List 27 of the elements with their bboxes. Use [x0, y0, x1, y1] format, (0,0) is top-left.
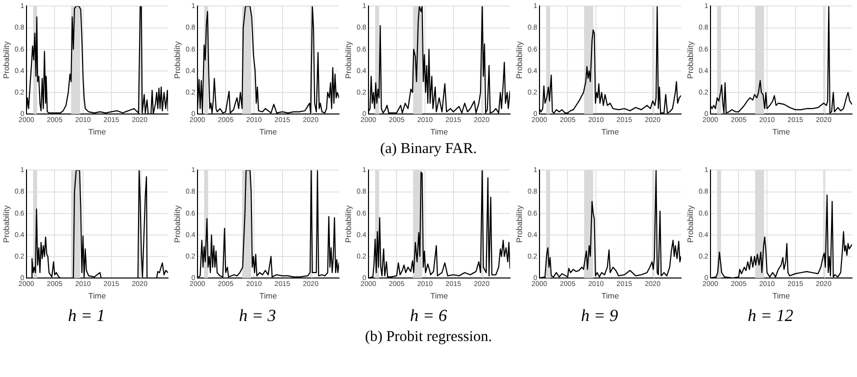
- x-axis-title: Time: [430, 127, 448, 136]
- text: h = 6: [410, 306, 447, 326]
- y-axis-title: Probability: [344, 205, 354, 243]
- text: (b) Probit regression.: [364, 329, 492, 345]
- y-axis-title: Probability: [344, 41, 354, 79]
- x-axis-title: Time: [88, 291, 106, 300]
- text: h = 12: [748, 306, 794, 326]
- x-axis-title: Time: [772, 291, 790, 300]
- y-axis-title: Probability: [515, 41, 524, 79]
- x-axis-title: Time: [601, 127, 620, 136]
- x-axis-title: Time: [772, 127, 790, 136]
- x-axis-title: Time: [88, 127, 106, 136]
- y-axis-title: Probability: [686, 205, 696, 243]
- text: h = 3: [239, 306, 276, 326]
- y-axis-title: Probability: [173, 41, 182, 79]
- text: h = 9: [581, 306, 618, 326]
- text: (a) Binary FAR.: [380, 141, 477, 157]
- y-axis-title: Probability: [515, 205, 524, 243]
- text: h = 1: [68, 306, 105, 326]
- y-axis-title: Probability: [2, 41, 12, 79]
- x-axis-title: Time: [601, 291, 620, 300]
- y-axis-title: Probability: [2, 205, 12, 243]
- y-axis-title: Probability: [173, 205, 182, 243]
- x-axis-title: Time: [259, 127, 278, 136]
- y-axis-title: Probability: [686, 41, 696, 79]
- x-axis-title: Time: [430, 291, 448, 300]
- x-axis-title: Time: [259, 291, 278, 300]
